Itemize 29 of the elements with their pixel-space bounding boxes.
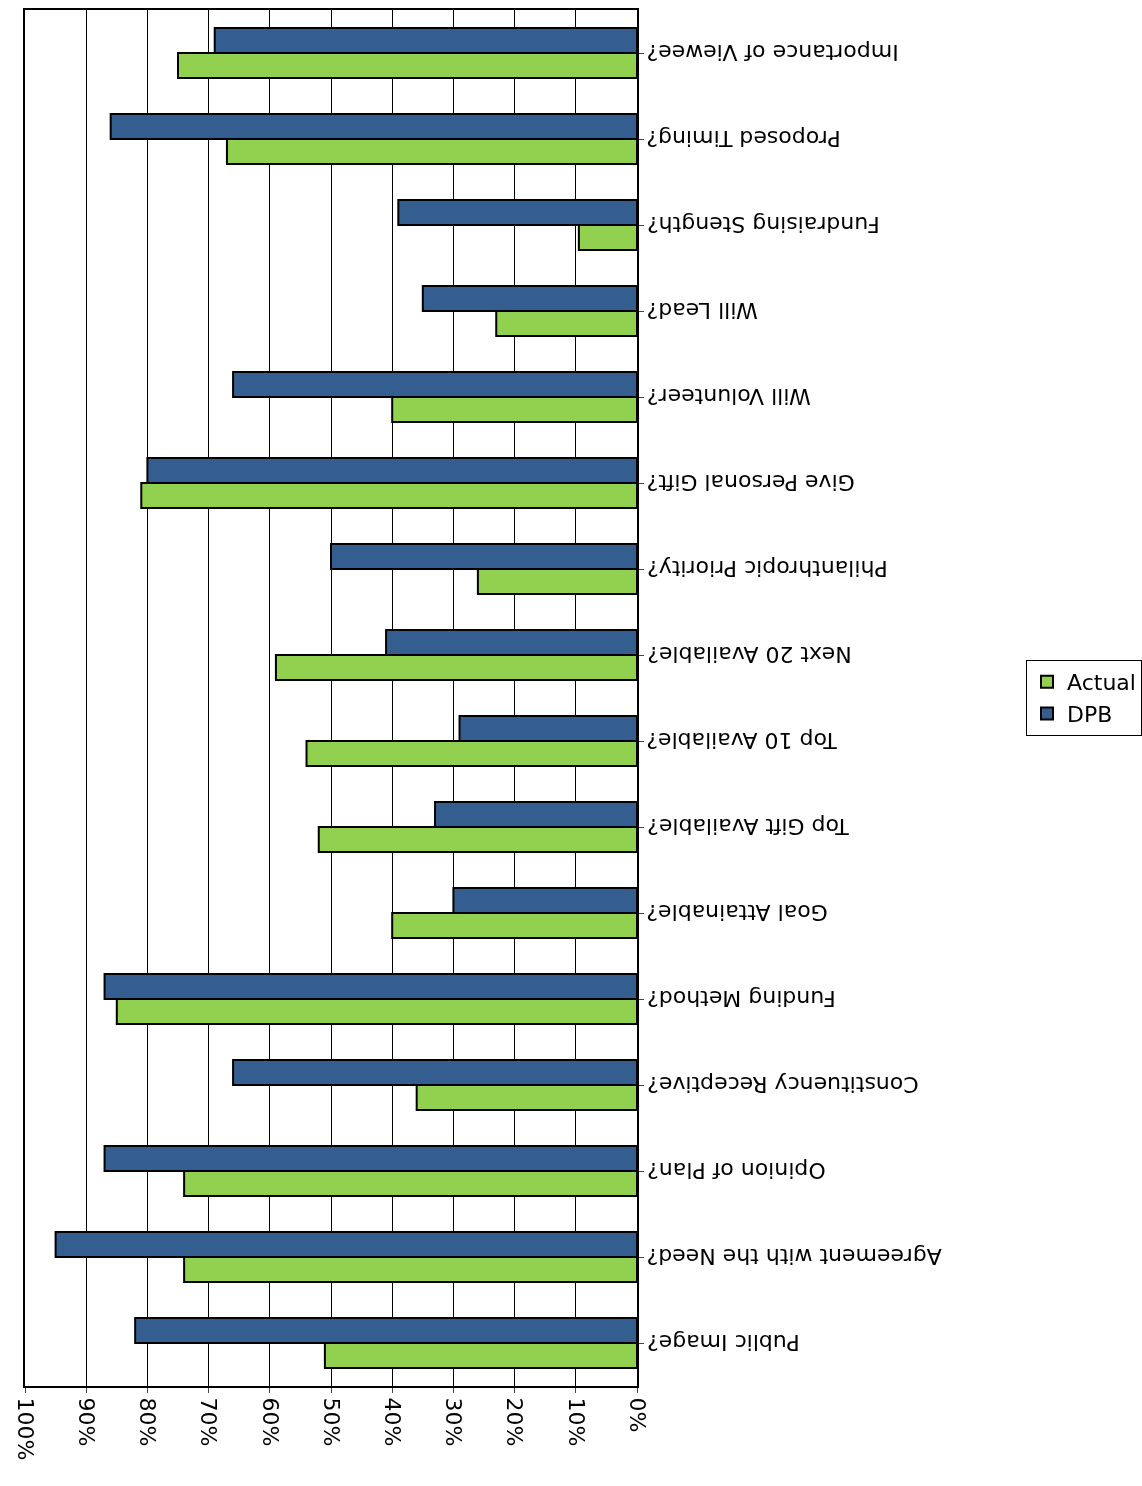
x-tick-label: 70% (196, 1397, 222, 1447)
y-tick-label: Goal Attainable? (646, 900, 828, 925)
y-tick-label: Funding Method? (647, 986, 836, 1011)
y-tick-label: Will Lead? (646, 298, 758, 323)
y-tick-label: Will Volunteer? (646, 384, 811, 409)
x-tick-label: 40% (380, 1397, 406, 1447)
y-tick-label: Philanthropic Priority? (647, 556, 888, 581)
x-tick-label: 90% (74, 1397, 100, 1447)
y-tick-label: Fundraising Stength? (646, 212, 880, 237)
x-tick-label: 50% (318, 1397, 344, 1447)
x-tick-label: 100% (12, 1397, 38, 1461)
y-tick-label: Give Personal Gift? (646, 470, 855, 495)
x-tick-label: 0% (624, 1397, 650, 1433)
legend-label: DPB (1067, 701, 1113, 727)
x-tick-label: 60% (257, 1397, 283, 1447)
x-tick-label: 10% (563, 1397, 589, 1447)
y-tick-label: Agreement with the Need? (646, 1244, 942, 1269)
y-tick-label: Opinion of Plan? (647, 1158, 826, 1183)
y-tick-label: Constituency Receptive? (647, 1072, 919, 1097)
y-tick-label: Top 10 Available? (646, 728, 838, 753)
x-tick-label: 30% (441, 1397, 467, 1447)
legend-label: Actual (1067, 670, 1136, 696)
y-tick-label: Top Gift Available? (647, 814, 850, 839)
y-tick-label: Proposed Timing? (646, 126, 841, 151)
y-tick-label: Public Image? (647, 1330, 800, 1355)
y-tick-label: Importance of Viewee? (646, 40, 899, 65)
x-tick-label: 20% (502, 1397, 528, 1447)
x-tick-label: 80% (135, 1397, 161, 1447)
y-tick-label: Next 20 Available? (647, 642, 852, 667)
